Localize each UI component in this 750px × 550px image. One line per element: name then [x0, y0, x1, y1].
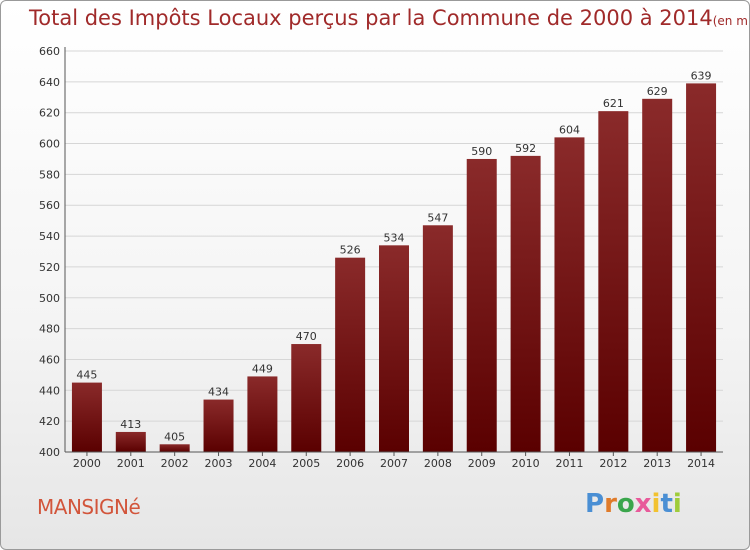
bar	[159, 444, 190, 452]
value-label: 621	[603, 97, 624, 110]
value-label: 629	[647, 85, 668, 98]
bar	[554, 137, 585, 452]
bar	[247, 376, 278, 452]
y-tick-label: 400	[39, 446, 60, 459]
bar	[71, 382, 102, 452]
bars	[71, 83, 717, 453]
x-tick-label: 2001	[117, 457, 145, 470]
x-tick-label: 2012	[599, 457, 627, 470]
x-tick-label: 2013	[643, 457, 671, 470]
brand-letter: r	[604, 489, 617, 519]
y-tick-label: 520	[39, 261, 60, 274]
bar	[422, 225, 453, 452]
x-tick-label: 2000	[73, 457, 101, 470]
chart-title-text: Total des Impôts Locaux perçus par la Co…	[29, 6, 713, 30]
data-labels: 445 413 405 434 449 470 526 534 547 590 592 604 621 6…	[76, 69, 711, 443]
chart-title: Total des Impôts Locaux perçus par la Co…	[29, 6, 750, 30]
x-tick-label: 2003	[205, 457, 233, 470]
x-tick-label: 2010	[512, 457, 540, 470]
x-tick-label: 2014	[687, 457, 715, 470]
x-tick-label: 2005	[292, 457, 320, 470]
y-tick-label: 460	[39, 353, 60, 366]
brand-letter: o	[616, 489, 635, 519]
x-tick-label: 2008	[424, 457, 452, 470]
y-tick-label: 580	[39, 168, 60, 181]
y-tick-label: 440	[39, 384, 60, 397]
y-tick-label: 480	[39, 323, 60, 336]
value-label: 590	[471, 145, 492, 158]
bar	[335, 257, 366, 452]
bar	[598, 111, 629, 453]
bar	[642, 98, 673, 453]
axes: 400 420 440 460 480 500 520 540 560 580 600 620 640 6…	[39, 45, 723, 470]
value-label: 413	[120, 418, 141, 431]
y-tick-label: 600	[39, 138, 60, 151]
y-tick-label: 660	[39, 45, 60, 58]
x-tick-label: 2007	[380, 457, 408, 470]
bar	[379, 245, 409, 452]
x-tick-label: 2009	[468, 457, 496, 470]
y-tick-label: 640	[39, 76, 60, 89]
bar	[115, 431, 146, 452]
commune-name: MANSIGNé	[37, 495, 141, 519]
brand-letter: x	[634, 489, 652, 519]
y-tick-label: 560	[39, 199, 60, 212]
value-label: 534	[384, 231, 405, 244]
value-label: 434	[208, 386, 229, 399]
brand-letter: P	[585, 489, 605, 519]
value-label: 604	[559, 123, 580, 136]
bar	[203, 399, 234, 452]
x-tick-label: 2002	[161, 457, 189, 470]
x-tick-label: 2011	[555, 457, 583, 470]
bar	[466, 158, 497, 452]
value-label: 639	[691, 69, 712, 82]
x-tick-label: 2004	[248, 457, 276, 470]
value-label: 445	[76, 369, 97, 382]
value-label: 470	[296, 330, 317, 343]
bar	[510, 155, 541, 452]
value-label: 547	[427, 211, 448, 224]
brand-letter: i	[672, 489, 682, 519]
y-tick-label: 500	[39, 292, 60, 305]
bar	[291, 344, 322, 452]
chart-unit-note: (en milliers d'€)	[712, 14, 750, 28]
y-tick-label: 620	[39, 107, 60, 120]
value-label: 526	[340, 244, 361, 257]
brand-letter: t	[660, 489, 673, 519]
y-tick-label: 420	[39, 415, 60, 428]
proxiti-logo: Proxiti	[585, 489, 682, 519]
brand-letter: i	[651, 489, 661, 519]
y-tick-label: 540	[39, 230, 60, 243]
x-tick-label: 2006	[336, 457, 364, 470]
value-label: 449	[252, 362, 273, 375]
bar	[686, 83, 717, 452]
value-label: 592	[515, 142, 536, 155]
value-label: 405	[164, 430, 185, 443]
